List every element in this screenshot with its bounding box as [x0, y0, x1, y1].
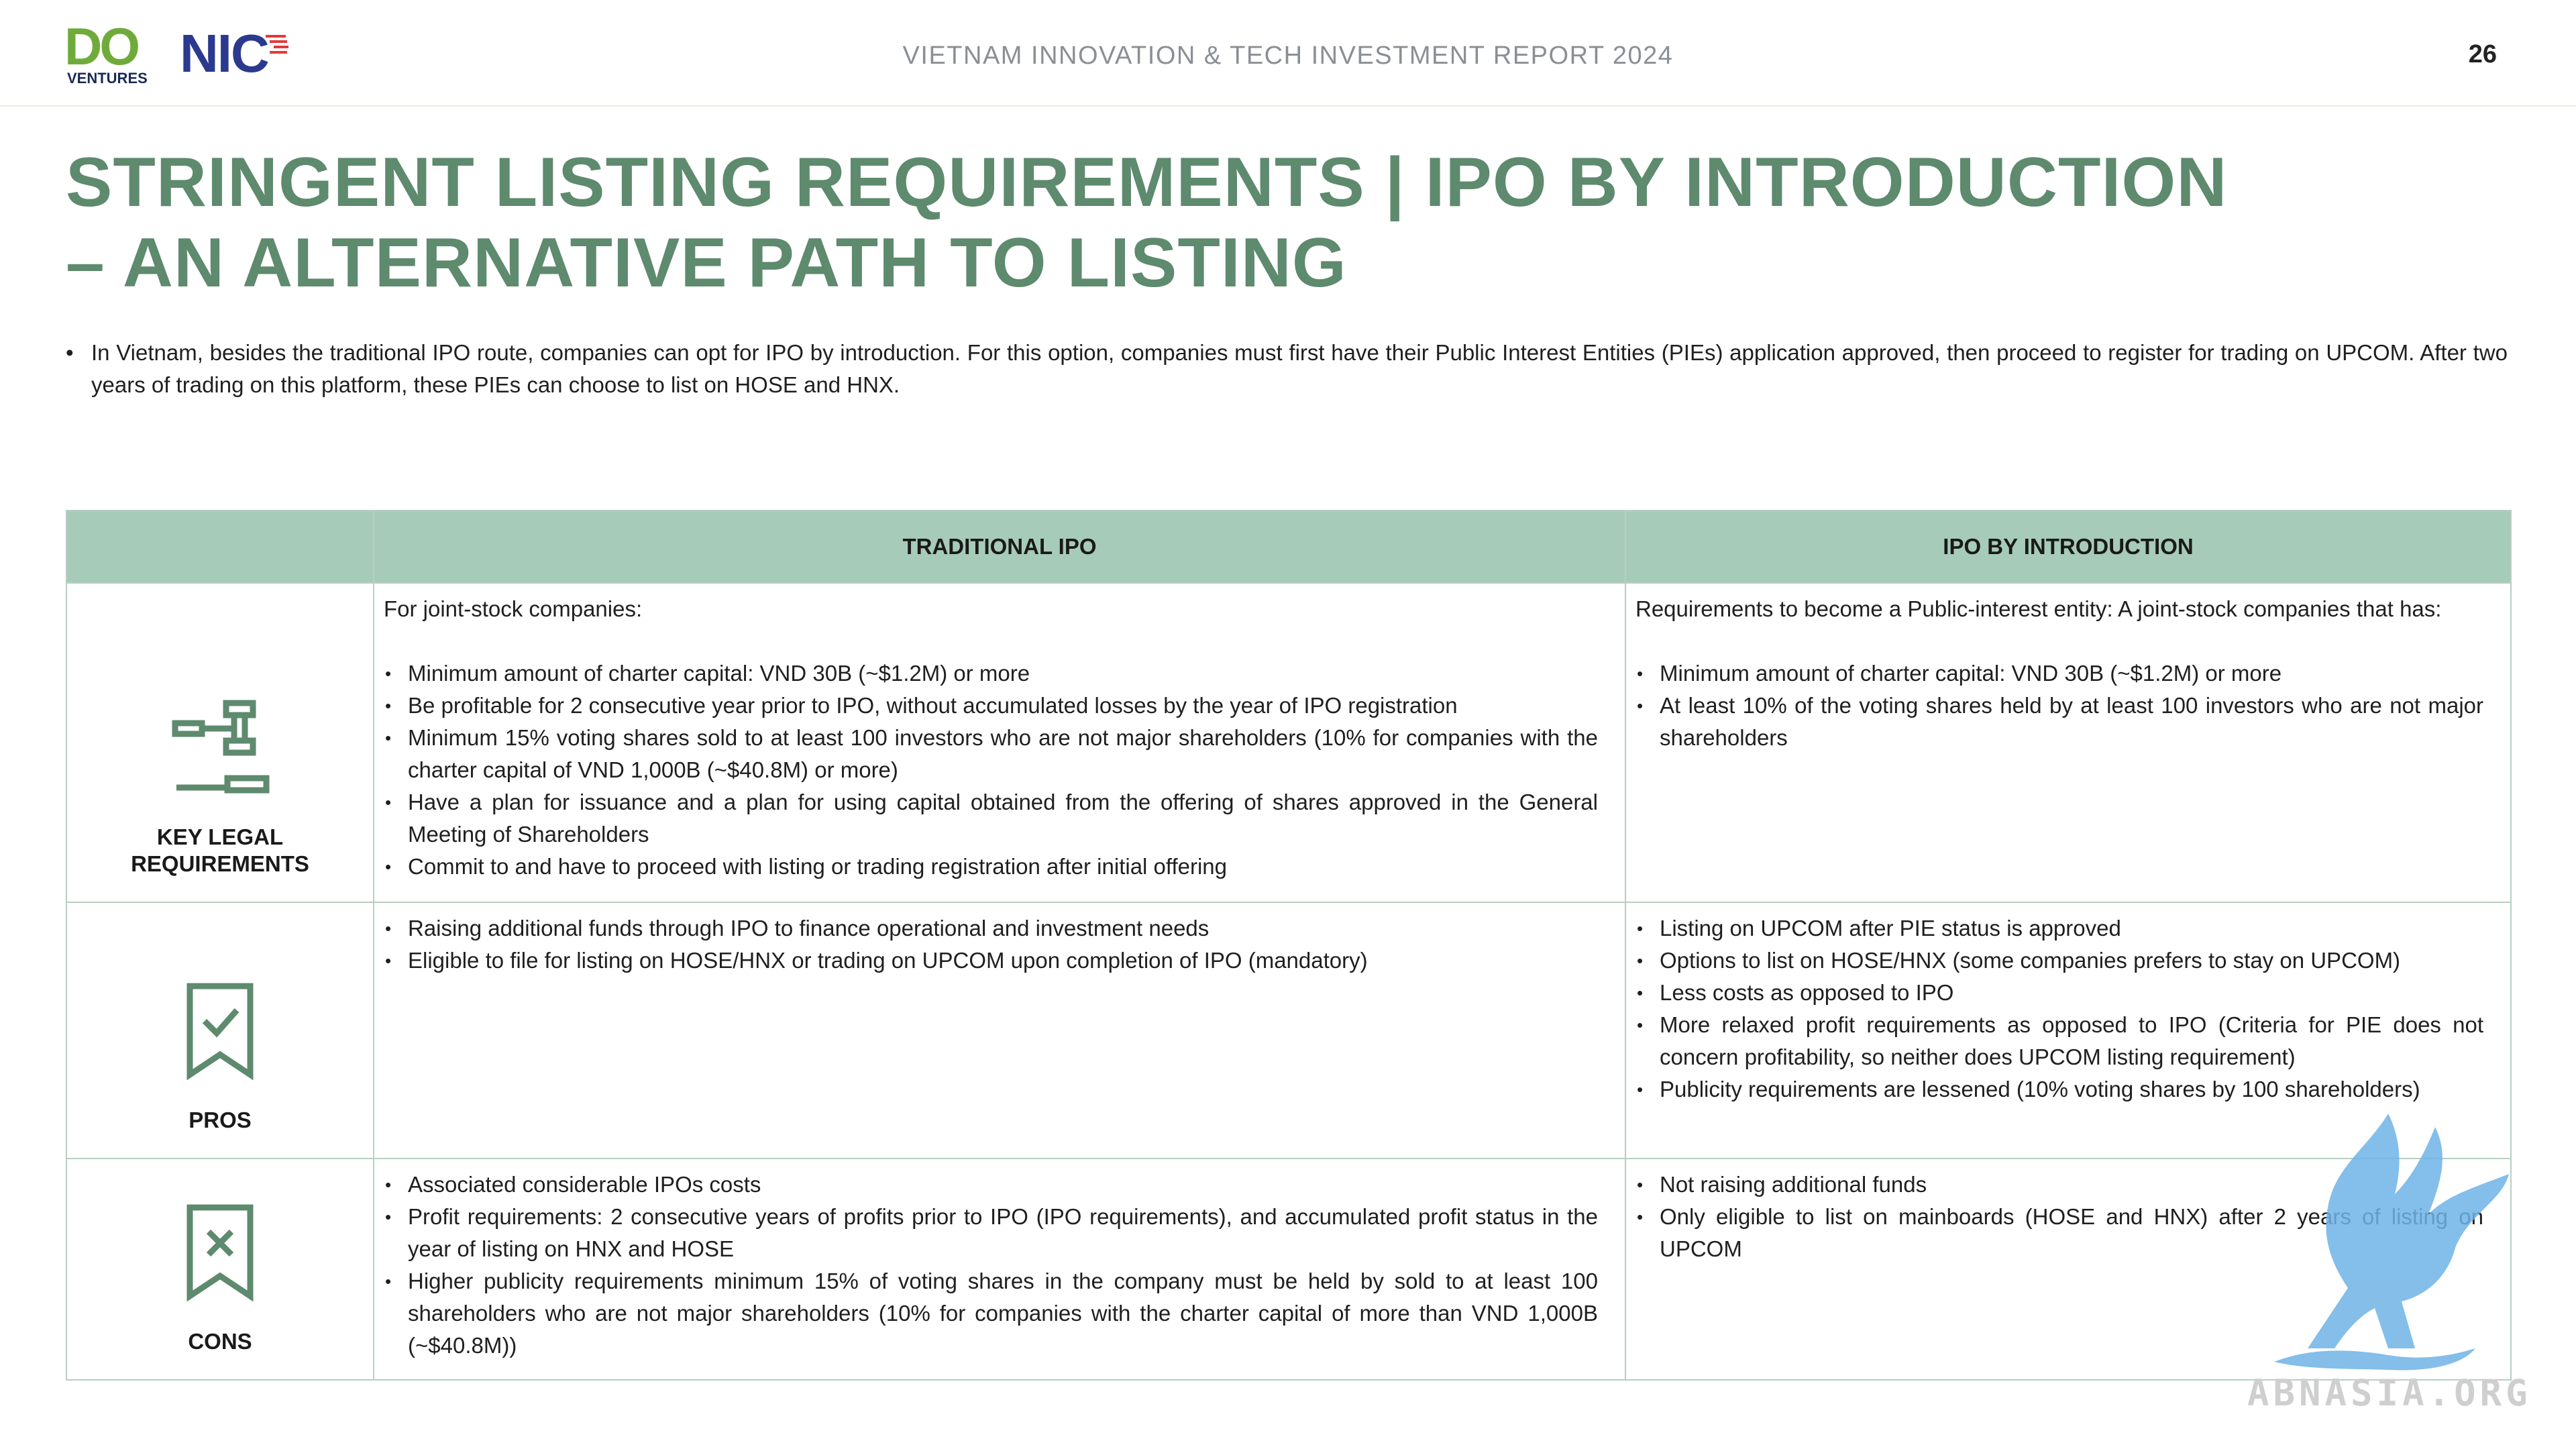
bookmark-check-icon	[186, 983, 254, 1081]
row-label-pros: PROS	[66, 902, 374, 1159]
traditional-requirements-intro: For joint-stock companies:	[384, 596, 643, 621]
do-logo-subtext: VENTURES	[67, 70, 148, 87]
introduction-ipo-requirements: Requirements to become a Public-interest…	[1625, 582, 2512, 903]
griffin-icon	[2274, 1114, 2509, 1371]
nic-logo-text: NIC	[180, 23, 270, 83]
list-item: Associated considerable IPOs costs	[385, 1169, 1598, 1201]
do-logo-text: DO	[64, 17, 140, 76]
list-item: Publicity requirements are lessened (10%…	[1637, 1073, 2483, 1106]
bookmark-x-icon	[186, 1204, 254, 1302]
traditional-ipo-requirements: For joint-stock companies: Minimum amoun…	[373, 582, 1626, 903]
intro-paragraph: • In Vietnam, besides the traditional IP…	[66, 337, 2508, 401]
list-item: Less costs as opposed to IPO	[1637, 977, 2483, 1009]
traditional-ipo-cons: Associated considerable IPOs costs Profi…	[373, 1158, 1626, 1381]
page-title-line-2: – AN ALTERNATIVE PATH TO LISTING	[66, 224, 1347, 302]
list-item: Higher publicity requirements minimum 15…	[385, 1265, 1598, 1362]
list-item: More relaxed profit requirements as oppo…	[1637, 1009, 2483, 1073]
list-item: Listing on UPCOM after PIE status is app…	[1637, 912, 2483, 945]
list-item: Raising additional funds through IPO to …	[385, 912, 1598, 945]
table-row-cons: CONS Associated considerable IPOs costs …	[66, 1158, 2512, 1381]
list-item: Commit to and have to proceed with listi…	[385, 851, 1598, 883]
table-header-ipo-by-introduction: IPO BY INTRODUCTION	[1625, 510, 2512, 584]
list-item: Be profitable for 2 consecutive year pri…	[385, 690, 1598, 722]
intro-bullet: •	[66, 340, 74, 365]
row-label-key-legal-requirements: KEY LEGAL REQUIREMENTS	[66, 582, 374, 903]
traditional-ipo-pros: Raising additional funds through IPO to …	[373, 902, 1626, 1159]
do-ventures-logo: DO VENTURES	[64, 20, 158, 91]
list-item: Minimum amount of charter capital: VND 3…	[385, 657, 1598, 690]
row-label-text: CONS	[188, 1329, 252, 1354]
gavel-icon	[172, 700, 270, 794]
page-number: 26	[2468, 40, 2497, 68]
traditional-cons-list: Associated considerable IPOs costs Profi…	[384, 1169, 1598, 1362]
table-header-empty	[66, 510, 374, 584]
list-item: Have a plan for issuance and a plan for …	[385, 786, 1598, 851]
page-title-line-1: STRINGENT LISTING REQUIREMENTS | IPO BY …	[66, 144, 2228, 221]
report-title: VIETNAM INNOVATION & TECH INVESTMENT REP…	[902, 42, 1674, 70]
watermark-text: ABNASIA.ORG	[2247, 1372, 2532, 1414]
introduction-ipo-pros: Listing on UPCOM after PIE status is app…	[1625, 902, 2512, 1159]
intro-text: In Vietnam, besides the traditional IPO …	[91, 340, 2508, 397]
comparison-table: TRADITIONAL IPO IPO BY INTRODUCTION	[66, 510, 2512, 1381]
introduction-requirements-intro: Requirements to become a Public-interest…	[1635, 596, 2442, 621]
row-label-line-1: KEY LEGAL	[156, 824, 284, 849]
list-item: Eligible to file for listing on HOSE/HNX…	[385, 945, 1598, 977]
row-label-line-2: REQUIREMENTS	[131, 851, 309, 876]
row-label-cons: CONS	[66, 1158, 374, 1381]
list-item: Minimum 15% voting shares sold to at lea…	[385, 722, 1598, 786]
introduction-pros-list: Listing on UPCOM after PIE status is app…	[1635, 912, 2483, 1106]
list-item: Minimum amount of charter capital: VND 3…	[1637, 657, 2483, 690]
page-header: DO VENTURES NIC VIETNAM INNOVATION & TEC…	[0, 0, 2576, 107]
page-title: STRINGENT LISTING REQUIREMENTS | IPO BY …	[66, 142, 2414, 303]
list-item: Options to list on HOSE/HNX (some compan…	[1637, 945, 2483, 977]
row-label-text: PROS	[189, 1108, 252, 1132]
list-item: Not raising additional funds	[1637, 1169, 2483, 1201]
table-header-row: TRADITIONAL IPO IPO BY INTRODUCTION	[66, 510, 2512, 584]
table-header-traditional-ipo: TRADITIONAL IPO	[373, 510, 1626, 584]
list-item: At least 10% of the voting shares held b…	[1637, 690, 2483, 754]
nic-logo-mark-icon	[266, 35, 288, 54]
traditional-requirements-list: Minimum amount of charter capital: VND 3…	[384, 657, 1598, 883]
nic-logo: NIC	[180, 27, 294, 80]
list-item: Profit requirements: 2 consecutive years…	[385, 1201, 1598, 1265]
introduction-requirements-list: Minimum amount of charter capital: VND 3…	[1635, 657, 2483, 754]
table-row-key-legal-requirements: KEY LEGAL REQUIREMENTS For joint-stock c…	[66, 582, 2512, 903]
table-row-pros: PROS Raising additional funds through IP…	[66, 902, 2512, 1159]
traditional-pros-list: Raising additional funds through IPO to …	[384, 912, 1598, 977]
